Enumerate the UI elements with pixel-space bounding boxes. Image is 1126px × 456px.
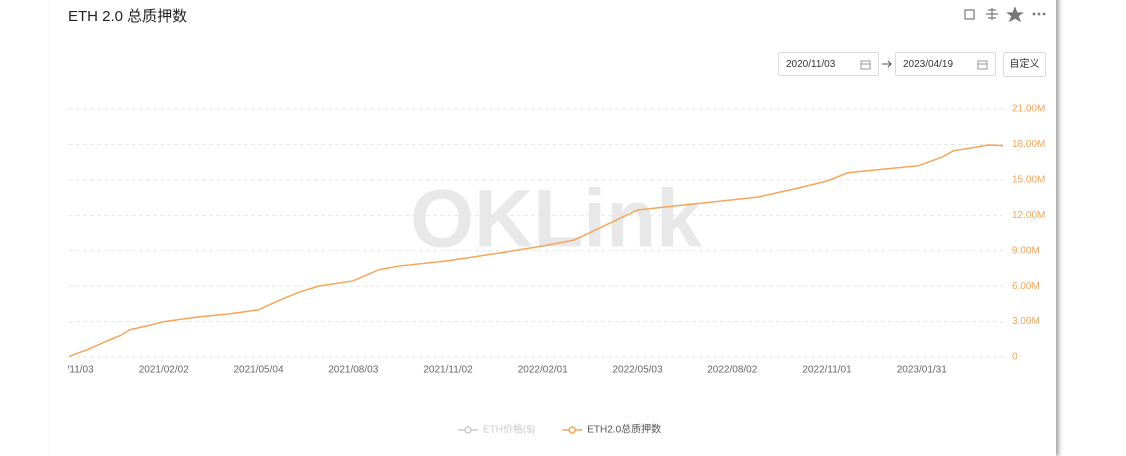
- chart: OKLink 0 3.00M 6.00M 9.00M 12.00M 15.00M 18.00…: [44, 6, 1046, 436]
- calendar-icon: [977, 60, 988, 70]
- toolbar: [964, 6, 1046, 23]
- series-line: [68, 144, 1004, 358]
- star-icon[interactable]: [1006, 6, 1024, 23]
- x-tick-label: 2023/01/31: [897, 365, 947, 376]
- end-date-text: 2023/04/19: [903, 59, 954, 70]
- more-icon[interactable]: [1032, 12, 1046, 16]
- x-tick-label: 2022/08/02: [707, 365, 757, 376]
- legend-item[interactable]: ETH价格($): [458, 423, 535, 436]
- edit-icon[interactable]: [964, 9, 975, 20]
- title: ETH 2.0 总质押数: [68, 8, 188, 25]
- card: [50, 0, 1056, 456]
- start-date[interactable]: 2020/11/03: [778, 52, 879, 76]
- y-tick-label: 9.00M: [1012, 245, 1040, 256]
- arrow: [882, 60, 892, 68]
- x-tick-label: 2022/05/03: [612, 365, 662, 376]
- y-tick-label: 15.00M: [1012, 174, 1045, 185]
- legend-label: ETH2.0总质押数: [587, 423, 661, 436]
- legend-item[interactable]: ETH2.0总质押数: [562, 423, 661, 436]
- x-tick-label: 2022/02/01: [518, 365, 568, 376]
- y-tick-label: 0: [1012, 352, 1018, 363]
- x-tick-label: 2022/11/01: [802, 365, 852, 376]
- y-tick-label: 21.00M: [1012, 104, 1045, 115]
- watermark: OKLink: [410, 174, 702, 265]
- x-tick-label: 2021/11/02: [423, 365, 473, 376]
- x-tick-label: 2021/02/02: [139, 365, 189, 376]
- start-date-text: 2020/11/03: [786, 59, 836, 70]
- custom-button[interactable]: 自定义: [1003, 52, 1046, 77]
- x-tick-label: 2021/08/03: [328, 365, 378, 376]
- calendar-icon: [860, 60, 871, 70]
- legend-marker: [568, 426, 576, 434]
- y-tick-label: 3.00M: [1012, 316, 1040, 327]
- legend-marker: [464, 426, 472, 434]
- x-tick-label: 2020/11/03: [44, 365, 94, 376]
- legend-label: ETH价格($): [483, 423, 535, 436]
- end-date[interactable]: 2023/04/19: [895, 52, 996, 76]
- y-tick-label: 6.00M: [1012, 281, 1040, 292]
- y-tick-label: 18.00M: [1012, 139, 1045, 150]
- y-tick-label: 12.00M: [1012, 210, 1045, 221]
- x-axis: 2020/11/03 2021/02/02 2021/05/04 2021/08/03…: [44, 365, 947, 376]
- split-icon[interactable]: [986, 8, 998, 20]
- page: {"header": {"title": "ETH 2.0 总质押数"}, "c…: [44, 6, 1046, 436]
- x-tick-label: 2021/05/04: [233, 365, 283, 376]
